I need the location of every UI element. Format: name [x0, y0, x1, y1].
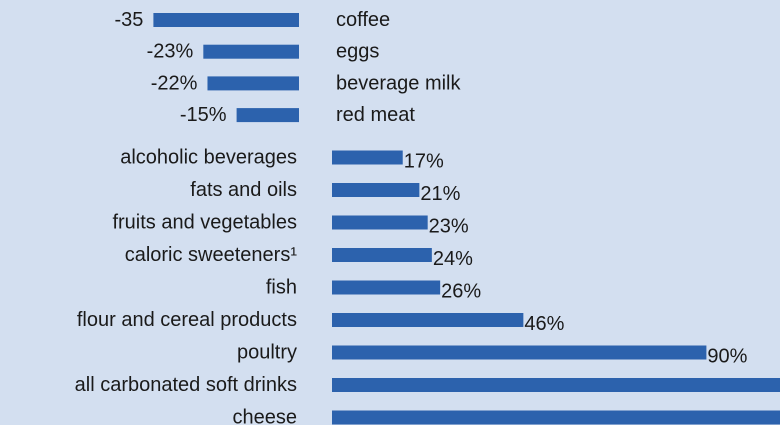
category-label-red-meat: red meat: [336, 104, 415, 126]
bar-coffee: [153, 13, 299, 27]
value-label-flour-and-cereal-products: 46%: [524, 313, 564, 335]
value-label-fish: 26%: [441, 281, 481, 303]
category-label-alcoholic-beverages: alcoholic beverages: [120, 147, 297, 169]
bar-alcoholic-beverages: [332, 150, 403, 165]
category-label-beverage-milk: beverage milk: [336, 72, 462, 94]
bar-beverage-milk: [207, 76, 299, 91]
value-label-caloric-sweeteners: 24%: [433, 248, 473, 270]
bar-poultry: [332, 345, 707, 360]
bar-eggs: [203, 44, 299, 59]
category-label-fruits-and-vegetables: fruits and vegetables: [112, 212, 297, 234]
bar-flour-and-cereal-products: [332, 313, 524, 327]
bar-fish: [332, 280, 441, 295]
value-label-fats-and-oils: 21%: [420, 183, 460, 205]
category-label-coffee: coffee: [336, 9, 390, 31]
category-label-eggs: eggs: [336, 41, 379, 63]
bar-fruits-and-vegetables: [332, 215, 428, 230]
category-label-flour-and-cereal-products: flour and cereal products: [77, 309, 297, 331]
category-label-poultry: poultry: [237, 342, 297, 364]
bar-red-meat: [236, 108, 299, 123]
category-label-caloric-sweeteners: caloric sweeteners¹: [125, 244, 298, 266]
bar-all-carbonated-soft-drinks: [332, 378, 780, 392]
category-label-fish: fish: [266, 277, 297, 299]
value-label-red-meat: -15%: [180, 104, 227, 126]
value-label-beverage-milk: -22%: [151, 72, 198, 94]
value-label-eggs: -23%: [147, 41, 194, 63]
category-label-all-carbonated-soft-drinks: all carbonated soft drinks: [75, 374, 297, 396]
category-label-fats-and-oils: fats and oils: [190, 179, 297, 201]
value-label-poultry: 90%: [707, 346, 747, 368]
value-label-coffee: -35: [114, 9, 143, 31]
value-label-fruits-and-vegetables: 23%: [429, 216, 469, 238]
value-label-alcoholic-beverages: 17%: [404, 151, 444, 173]
bar-cheese: [332, 410, 780, 425]
bars-group: -35 coffee -23% eggs -22% beverage milk -15% re…: [75, 9, 780, 425]
category-label-cheese: cheese: [233, 407, 298, 425]
bar-caloric-sweeteners: [332, 248, 432, 262]
bar-fats-and-oils: [332, 183, 420, 197]
